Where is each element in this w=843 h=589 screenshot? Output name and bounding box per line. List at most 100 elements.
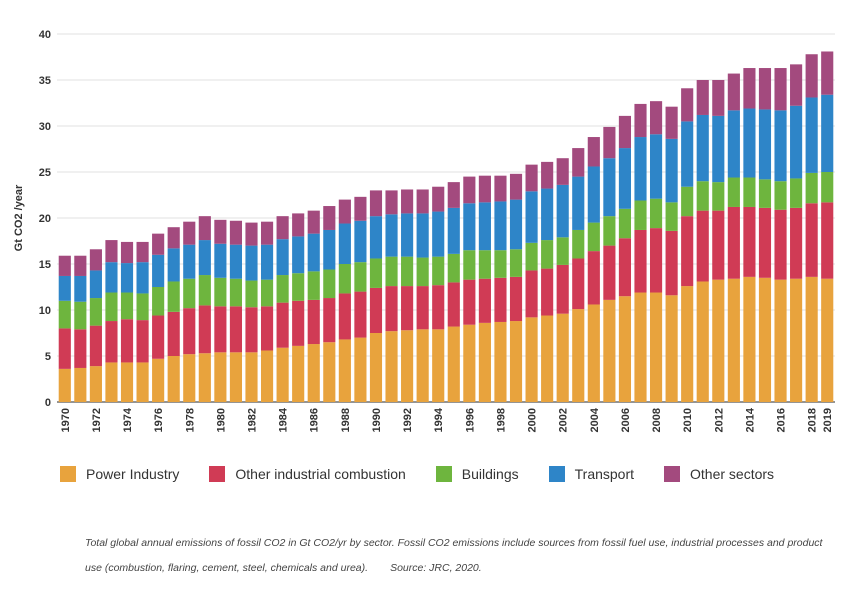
y-tick-label: 0 <box>45 397 51 409</box>
bar-segment-buildings-2007 <box>634 200 647 230</box>
bar-segment-other-industrial-combustion-1972 <box>89 325 102 367</box>
bar-segment-power-industry-1983 <box>260 350 274 402</box>
bar-segment-transport-2016 <box>774 110 787 182</box>
bar-segment-other-sectors-1995 <box>447 182 460 208</box>
bar-stack-1987 <box>323 206 336 402</box>
bar-stack-2002 <box>556 158 569 402</box>
bar-segment-buildings-1983 <box>260 279 274 307</box>
x-tick-label: 2004 <box>589 407 601 432</box>
bar-segment-buildings-2014 <box>743 177 756 207</box>
bar-segment-other-industrial-combustion-1970 <box>58 328 71 369</box>
bar-segment-other-sectors-2015 <box>758 68 772 110</box>
bar-segment-power-industry-1970 <box>58 368 71 402</box>
bar-segment-power-industry-1997 <box>478 322 491 402</box>
bar-segment-other-industrial-combustion-2009 <box>665 230 678 296</box>
bar-segment-transport-2018 <box>805 97 818 173</box>
bar-segment-other-sectors-1976 <box>152 233 165 255</box>
bar-segment-transport-1998 <box>494 201 507 251</box>
bar-stack-1973 <box>105 240 118 402</box>
bar-stack-1976 <box>152 233 165 402</box>
bar-segment-power-industry-1993 <box>416 329 429 402</box>
bar-segment-other-industrial-combustion-2013 <box>727 206 740 279</box>
bar-stack-2010 <box>681 88 694 402</box>
y-tick-label: 40 <box>39 29 51 41</box>
bar-segment-buildings-1987 <box>323 269 336 299</box>
bar-stack-1980 <box>214 219 227 402</box>
bar-segment-buildings-1986 <box>307 271 320 300</box>
bar-segment-power-industry-2014 <box>743 276 756 402</box>
bar-segment-other-sectors-1981 <box>229 220 243 245</box>
bar-segment-buildings-1982 <box>245 280 258 308</box>
bar-segment-other-industrial-combustion-1979 <box>198 305 211 354</box>
bar-segment-other-industrial-combustion-1983 <box>260 306 274 351</box>
bar-segment-buildings-2006 <box>618 208 632 239</box>
bar-segment-buildings-1976 <box>152 287 165 316</box>
bar-segment-power-industry-1986 <box>307 344 320 402</box>
bar-segment-other-industrial-combustion-2015 <box>758 207 772 278</box>
bar-segment-power-industry-1981 <box>229 352 243 402</box>
bar-stack-1986 <box>307 210 320 402</box>
bar-segment-other-industrial-combustion-2001 <box>541 268 554 316</box>
x-tick-label: 1986 <box>309 408 321 432</box>
bar-segment-transport-1978 <box>183 244 196 279</box>
bar-segment-other-sectors-1999 <box>509 173 523 200</box>
bar-segment-transport-2007 <box>634 137 647 201</box>
bar-stack-1994 <box>432 186 445 402</box>
bar-segment-other-sectors-1988 <box>338 199 351 224</box>
bar-segment-power-industry-2004 <box>587 304 600 402</box>
bar-segment-other-industrial-combustion-1985 <box>292 300 305 346</box>
bar-segment-other-sectors-2005 <box>603 126 616 159</box>
bar-segment-other-sectors-1983 <box>260 221 274 245</box>
bar-segment-transport-2006 <box>618 148 632 209</box>
bar-segment-buildings-1974 <box>120 292 134 320</box>
bar-segment-buildings-1980 <box>214 277 227 307</box>
bar-stack-1972 <box>89 249 102 402</box>
x-tick-label: 1984 <box>278 407 290 432</box>
bar-segment-power-industry-2002 <box>556 313 569 402</box>
bar-segment-other-sectors-2006 <box>618 115 632 149</box>
bar-segment-buildings-2003 <box>572 229 585 259</box>
bar-stack-2009 <box>665 106 678 402</box>
bar-segment-other-sectors-2010 <box>681 88 694 122</box>
bar-segment-power-industry-1980 <box>214 352 227 402</box>
y-tick-label: 25 <box>39 167 51 179</box>
x-tick-label: 1988 <box>340 408 352 432</box>
bar-stack-2005 <box>603 126 616 402</box>
bar-segment-buildings-1989 <box>354 262 367 292</box>
bar-stack-1996 <box>463 176 476 402</box>
bar-segment-other-industrial-combustion-1984 <box>276 302 289 348</box>
bar-segment-buildings-1992 <box>401 256 414 287</box>
x-tick-label: 2000 <box>527 408 539 432</box>
bar-segment-other-industrial-combustion-1988 <box>338 293 351 340</box>
legend-label: Buildings <box>461 466 519 482</box>
bar-segment-power-industry-2017 <box>790 278 803 402</box>
bar-segment-buildings-1973 <box>105 292 118 322</box>
bar-segment-power-industry-1976 <box>152 358 165 402</box>
bar-segment-transport-2009 <box>665 138 678 203</box>
bar-segment-transport-1979 <box>198 240 211 276</box>
bar-segment-transport-1996 <box>463 203 476 251</box>
bar-stack-2011 <box>696 80 709 402</box>
bar-stack-1978 <box>183 221 196 402</box>
bar-segment-other-sectors-2003 <box>572 148 585 177</box>
bar-segment-other-sectors-1985 <box>292 213 305 237</box>
bar-segment-other-industrial-combustion-2005 <box>603 245 616 300</box>
bar-segment-buildings-1994 <box>432 256 445 286</box>
bar-segment-transport-1983 <box>260 244 274 280</box>
bar-segment-buildings-2010 <box>681 186 694 217</box>
bar-segment-other-industrial-combustion-2016 <box>774 209 787 280</box>
legend-label: Other industrial combustion <box>235 466 406 482</box>
bar-segment-other-industrial-combustion-2019 <box>821 202 834 279</box>
bar-segment-other-industrial-combustion-1996 <box>463 279 476 325</box>
bar-stack-1991 <box>385 190 398 402</box>
x-tick-label: 1990 <box>371 408 383 432</box>
bar-segment-other-industrial-combustion-2010 <box>681 216 694 287</box>
bar-segment-other-sectors-1992 <box>401 189 414 214</box>
stacked-bar-chart: 0 5 10 15 20 25 30 35 40 1970 1972 1974 1976 1978 198… <box>13 29 835 432</box>
bar-segment-transport-1993 <box>416 213 429 258</box>
bar-segment-power-industry-2008 <box>649 292 663 402</box>
bar-segment-transport-1986 <box>307 233 320 272</box>
bar-segment-other-industrial-combustion-2012 <box>712 210 725 280</box>
y-tick-label: 35 <box>39 75 51 87</box>
bar-stack-1974 <box>120 241 134 402</box>
